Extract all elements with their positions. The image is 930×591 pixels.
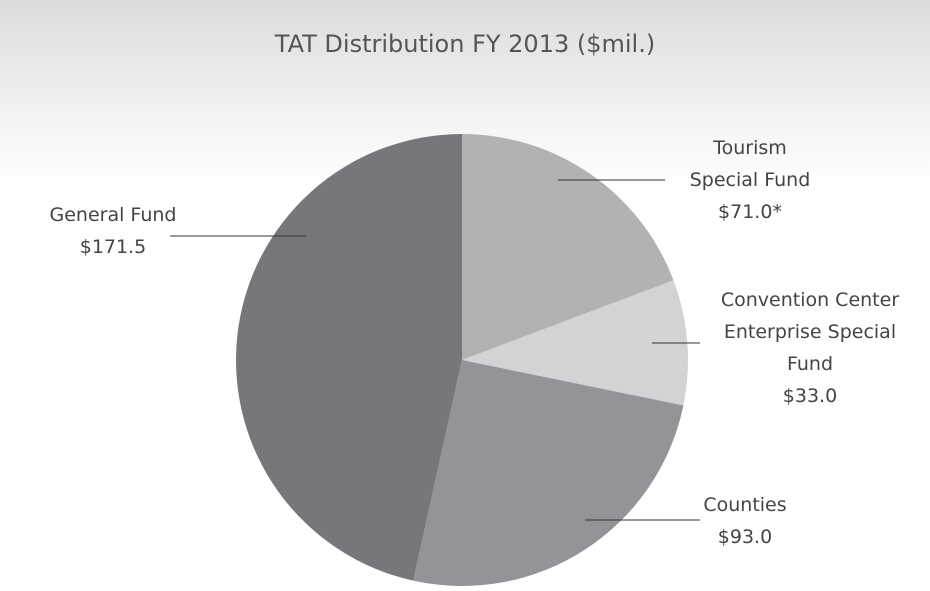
category-label: Counties bbox=[703, 494, 787, 516]
value-label: $33.0 bbox=[782, 385, 838, 407]
pie-slice bbox=[462, 134, 674, 360]
pie-slice bbox=[413, 360, 684, 586]
chart-title: TAT Distribution FY 2013 ($mil.) bbox=[274, 30, 656, 58]
pie-slice bbox=[462, 280, 688, 406]
pie-slice bbox=[235, 134, 462, 581]
value-label: $93.0 bbox=[717, 526, 773, 548]
slice-label: Counties $93.0 bbox=[680, 489, 810, 553]
value-label: $71.0* bbox=[718, 201, 782, 223]
value-label: $171.5 bbox=[79, 236, 147, 258]
slice-label: Convention Center Enterprise Special Fun… bbox=[705, 284, 915, 412]
category-label: General Fund bbox=[49, 204, 177, 226]
slice-label: General Fund $171.5 bbox=[13, 199, 213, 263]
category-label: Tourism Special Fund bbox=[689, 137, 811, 191]
category-label: Convention Center Enterprise Special Fun… bbox=[720, 289, 900, 375]
slice-label: Tourism Special Fund $71.0* bbox=[685, 132, 815, 228]
